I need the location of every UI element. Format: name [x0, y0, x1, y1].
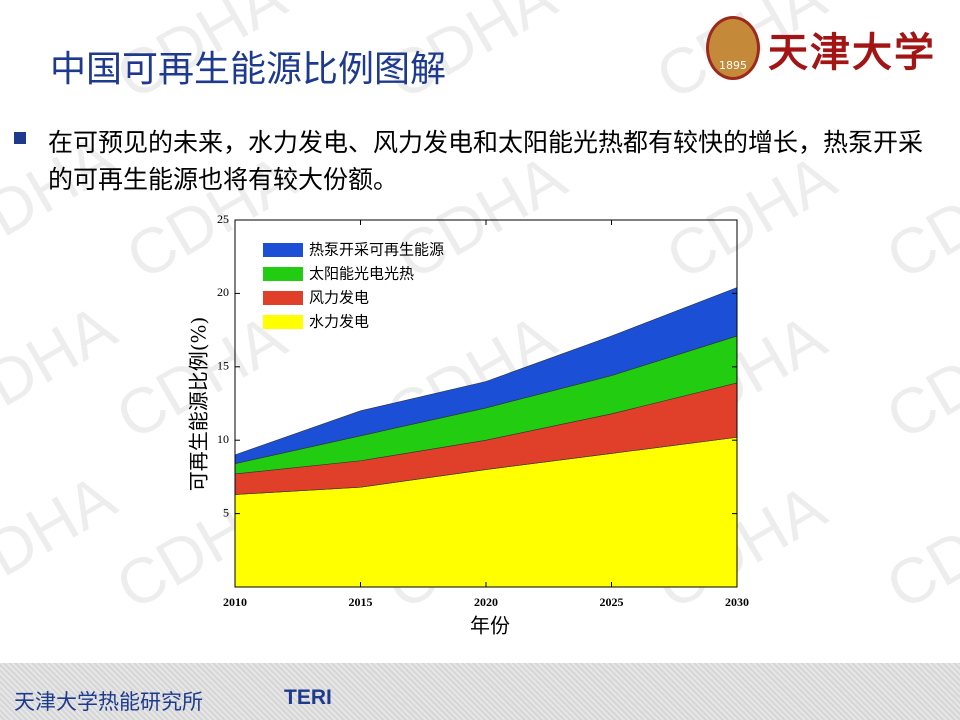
footer-band	[0, 663, 960, 720]
legend-label: 热泵开采可再生能源	[309, 241, 444, 259]
y-tick-label: 15	[217, 359, 229, 373]
legend-label: 太阳能光电光热	[309, 265, 414, 283]
logo-seal: 1895	[706, 16, 760, 80]
x-tick-label: 2010	[223, 595, 247, 609]
slide-title: 中国可再生能源比例图解	[50, 49, 447, 90]
x-tick-label: 2025	[600, 595, 624, 609]
legend-swatch	[263, 315, 303, 329]
y-tick-label: 25	[217, 212, 229, 226]
x-tick-label: 2020	[474, 595, 498, 609]
footer-org: 天津大学热能研究所	[14, 690, 203, 714]
y-tick-label: 20	[217, 285, 229, 299]
x-axis-label: 年份	[470, 614, 510, 638]
legend-label: 风力发电	[309, 289, 369, 307]
y-axis-label: 可再生能源比例(%)	[187, 317, 211, 492]
y-tick-label: 10	[217, 432, 229, 446]
legend-swatch	[263, 267, 303, 281]
x-tick-label: 2015	[349, 595, 373, 609]
bullet-text: 在可预见的未来，水力发电、风力发电和太阳能光热都有较快的增长，热泵开采的可再生能…	[48, 128, 924, 194]
logo: 1895 天津大学	[702, 14, 942, 84]
legend-swatch	[263, 243, 303, 257]
logo-name: 天津大学	[768, 29, 936, 76]
bullet-icon	[14, 132, 26, 144]
legend-label: 水力发电	[309, 313, 369, 331]
x-tick-label: 2030	[725, 595, 749, 609]
legend-swatch	[263, 291, 303, 305]
y-tick-label: 5	[223, 505, 229, 519]
footer-abbr: TERI	[284, 686, 332, 709]
